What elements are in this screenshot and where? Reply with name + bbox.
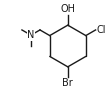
Text: OH: OH	[60, 4, 75, 14]
Text: N: N	[27, 30, 34, 40]
Text: Br: Br	[62, 78, 72, 88]
Text: Cl: Cl	[96, 25, 105, 35]
